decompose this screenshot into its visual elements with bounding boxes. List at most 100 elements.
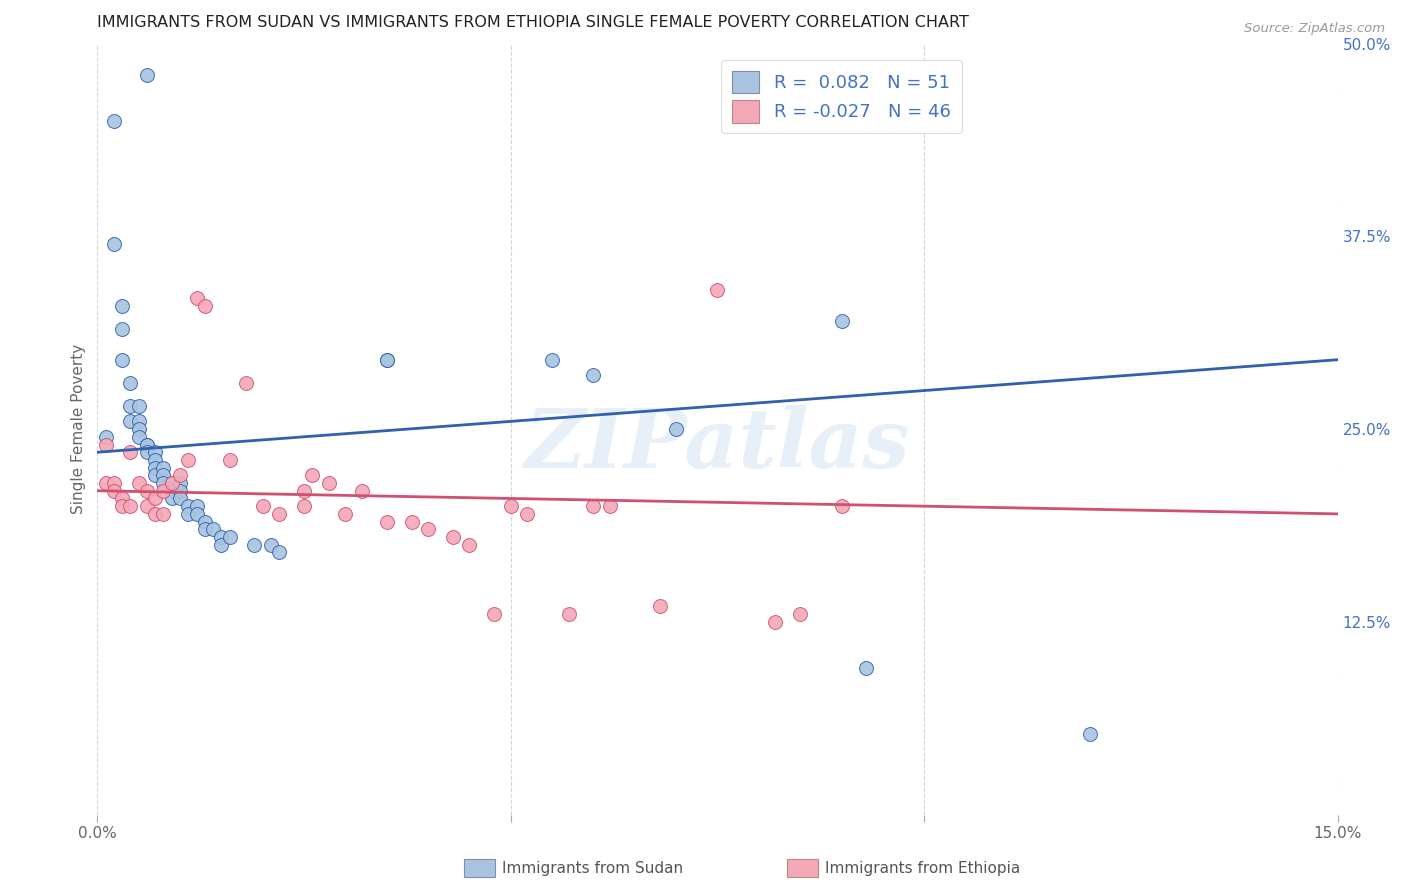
Point — [128, 414, 150, 428]
Point — [111, 499, 134, 513]
Point — [152, 507, 174, 521]
Point — [218, 530, 240, 544]
Text: Source: ZipAtlas.com: Source: ZipAtlas.com — [1244, 22, 1385, 36]
Point — [202, 522, 225, 536]
Point — [111, 299, 134, 313]
Point — [103, 237, 125, 252]
Point — [416, 522, 439, 536]
Point — [136, 445, 159, 459]
Point — [136, 483, 159, 498]
Point — [541, 352, 564, 367]
Point — [763, 615, 786, 629]
Point — [335, 507, 357, 521]
Point — [301, 468, 323, 483]
Point — [484, 607, 506, 621]
Point — [152, 483, 174, 498]
Point — [186, 507, 208, 521]
Point — [120, 499, 142, 513]
Point — [120, 399, 142, 413]
Point — [143, 491, 166, 506]
Point — [136, 437, 159, 451]
Point — [516, 507, 538, 521]
Text: ZIPatlas: ZIPatlas — [524, 404, 910, 484]
Point — [94, 430, 117, 444]
Point — [318, 476, 340, 491]
Point — [235, 376, 257, 390]
Point — [706, 283, 728, 297]
Point — [831, 499, 853, 513]
Point — [599, 499, 621, 513]
Point — [136, 437, 159, 451]
Point — [128, 430, 150, 444]
Point — [648, 599, 671, 614]
Point — [218, 453, 240, 467]
Point — [260, 538, 283, 552]
Point — [169, 476, 191, 491]
Point — [194, 299, 217, 313]
Point — [103, 113, 125, 128]
Point — [292, 499, 315, 513]
Point — [152, 468, 174, 483]
Point — [160, 476, 183, 491]
Point — [177, 453, 200, 467]
Point — [94, 476, 117, 491]
Point — [375, 352, 398, 367]
Point — [120, 445, 142, 459]
Point — [557, 607, 579, 621]
Point — [160, 483, 183, 498]
Point — [160, 491, 183, 506]
Point — [177, 499, 200, 513]
Point — [499, 499, 522, 513]
Point — [209, 530, 232, 544]
Point — [160, 476, 183, 491]
Point — [94, 437, 117, 451]
Point — [665, 422, 688, 436]
Point — [169, 483, 191, 498]
Point — [350, 483, 373, 498]
Point — [194, 515, 217, 529]
Point — [186, 499, 208, 513]
Point — [111, 352, 134, 367]
Point — [582, 368, 605, 383]
Point — [128, 422, 150, 436]
Point — [252, 499, 274, 513]
Point — [143, 445, 166, 459]
Point — [136, 68, 159, 82]
Point — [143, 453, 166, 467]
Legend: R =  0.082   N = 51, R = -0.027   N = 46: R = 0.082 N = 51, R = -0.027 N = 46 — [721, 61, 962, 133]
Point — [136, 499, 159, 513]
Point — [169, 468, 191, 483]
Point — [128, 476, 150, 491]
Point — [1078, 727, 1101, 741]
Point — [243, 538, 266, 552]
Point — [169, 491, 191, 506]
Point — [103, 483, 125, 498]
Point — [128, 399, 150, 413]
Point — [789, 607, 811, 621]
Point — [143, 468, 166, 483]
Point — [269, 545, 291, 559]
Point — [111, 322, 134, 336]
Point — [375, 515, 398, 529]
Point — [441, 530, 464, 544]
Point — [375, 352, 398, 367]
Point — [152, 460, 174, 475]
Point — [177, 507, 200, 521]
Point — [401, 515, 423, 529]
Text: Immigrants from Sudan: Immigrants from Sudan — [502, 862, 683, 876]
Point — [120, 414, 142, 428]
Y-axis label: Single Female Poverty: Single Female Poverty — [72, 344, 86, 514]
Point — [831, 314, 853, 328]
Text: Immigrants from Ethiopia: Immigrants from Ethiopia — [825, 862, 1021, 876]
Point — [269, 507, 291, 521]
Point — [186, 291, 208, 305]
Point — [458, 538, 481, 552]
Point — [855, 661, 877, 675]
Point — [194, 522, 217, 536]
Point — [209, 538, 232, 552]
Point — [103, 476, 125, 491]
Point — [152, 476, 174, 491]
Point — [111, 491, 134, 506]
Point — [292, 483, 315, 498]
Point — [582, 499, 605, 513]
